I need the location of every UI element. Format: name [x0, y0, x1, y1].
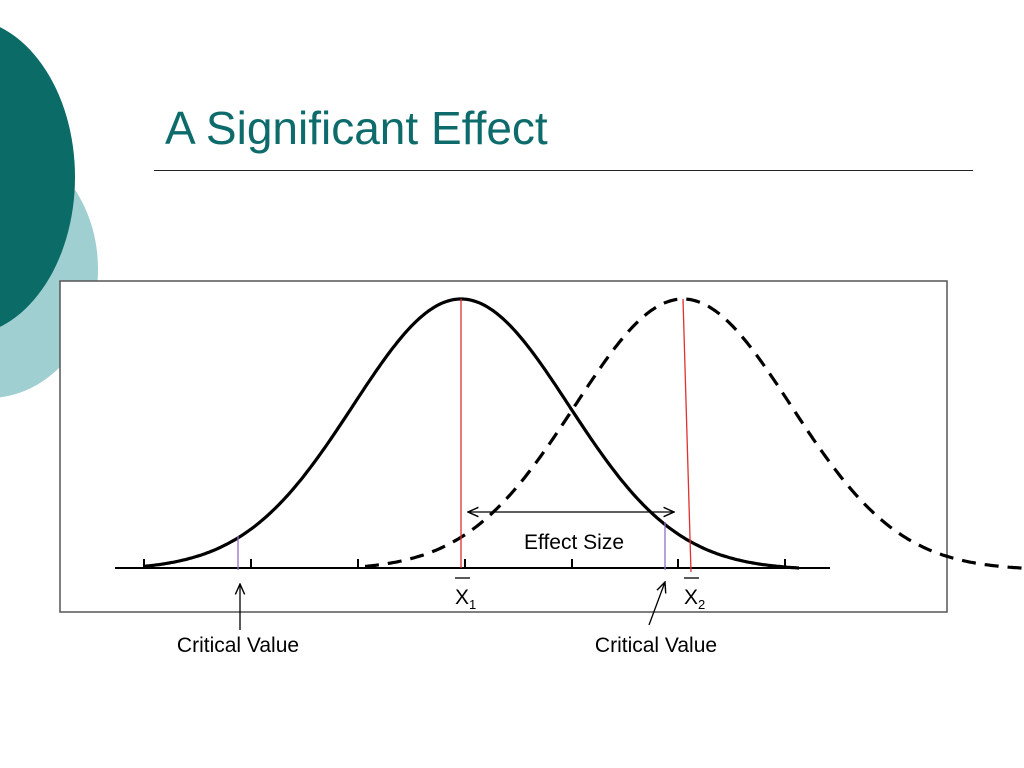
axis-ticks	[143, 559, 786, 568]
critical-value-right-arrow	[648, 582, 665, 626]
mean1-label: X1	[455, 577, 476, 612]
mean1-symbol: X	[455, 586, 469, 609]
svg-text:X1: X1	[455, 586, 476, 612]
mean2-line	[682, 298, 692, 573]
diagram-frame	[59, 280, 948, 613]
critical-value-right-label: Critical Value	[595, 634, 717, 657]
slide-title: A Significant Effect	[165, 102, 548, 154]
mean2-label: X2	[684, 577, 705, 612]
effect-size-label: Effect Size	[524, 531, 624, 554]
mean1-subscript: 1	[469, 597, 476, 612]
alternative-distribution-curve	[364, 297, 1024, 570]
mean2-symbol: X	[684, 586, 698, 609]
critical-value-left-label: Critical Value	[177, 634, 299, 657]
title-divider	[154, 170, 973, 171]
mean2-subscript: 2	[698, 597, 705, 612]
svg-text:X2: X2	[684, 586, 705, 612]
